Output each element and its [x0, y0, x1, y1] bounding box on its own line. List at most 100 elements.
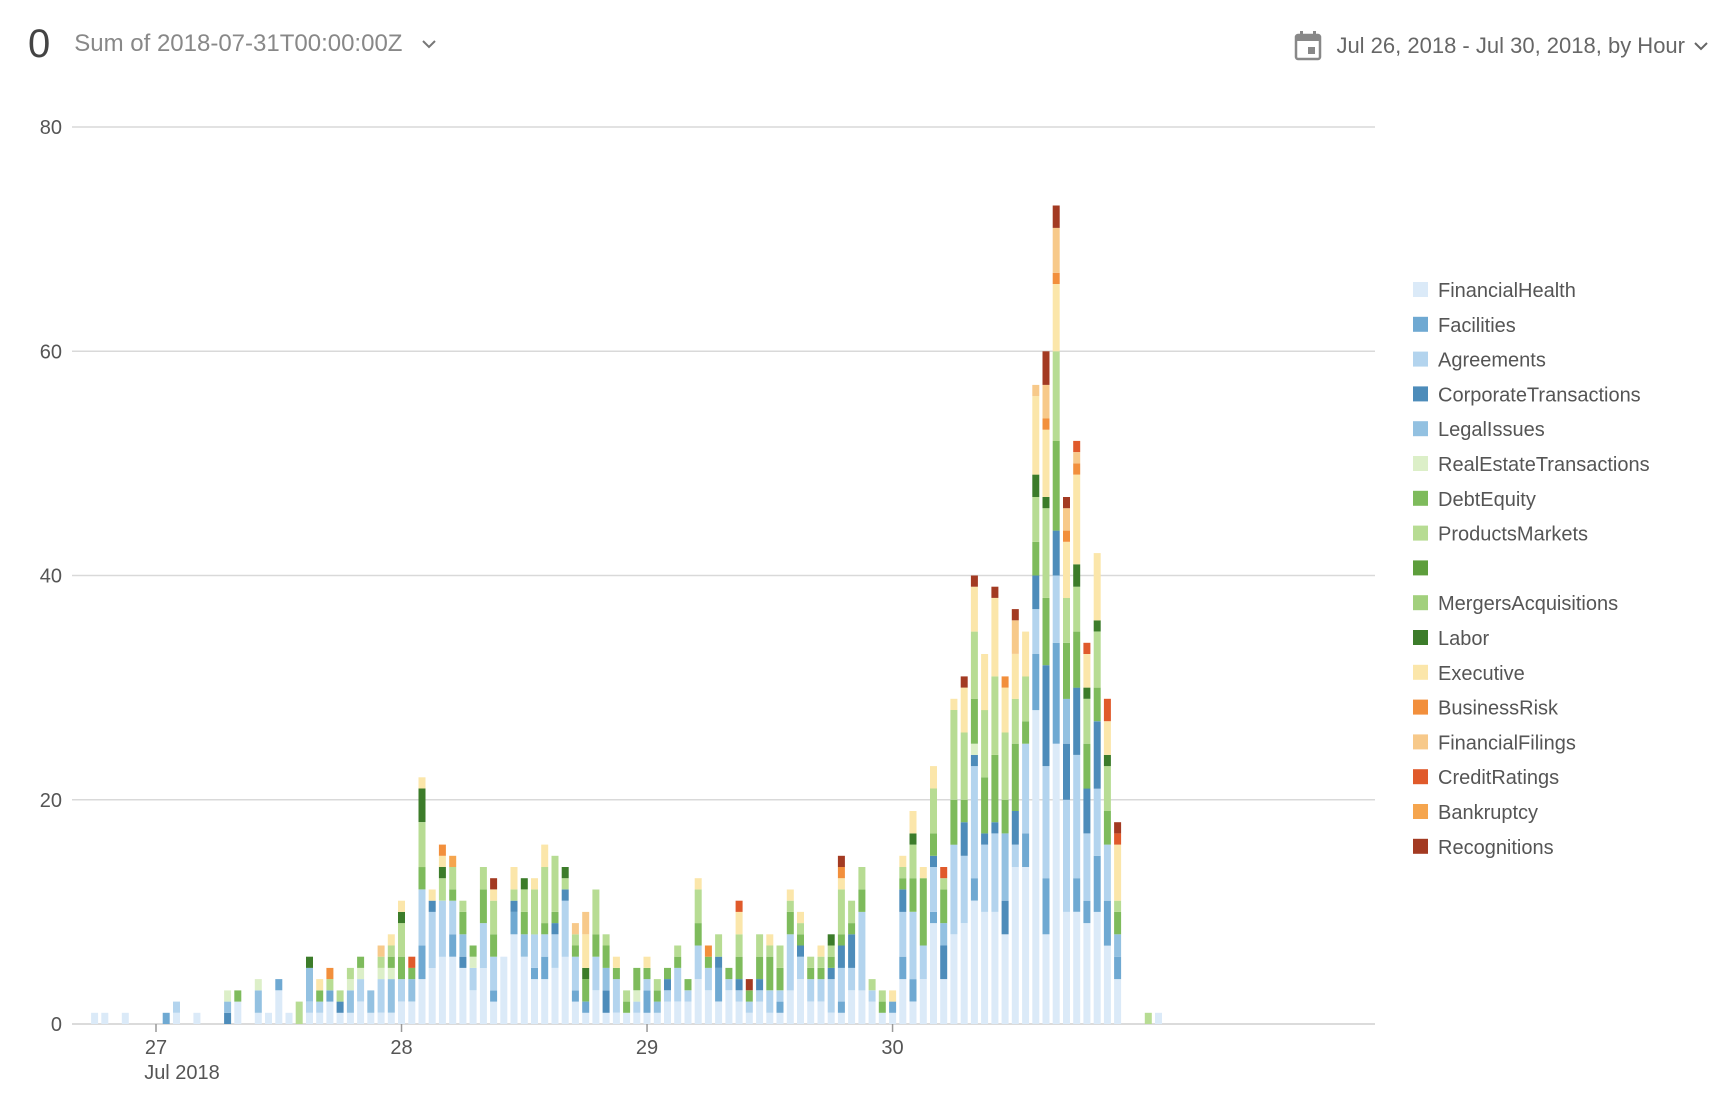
legend-label[interactable]: LegalIssues [1438, 419, 1545, 441]
bar-segment[interactable] [981, 844, 989, 912]
bar-segment[interactable] [408, 1001, 416, 1024]
bar-segment[interactable] [653, 990, 661, 1002]
bar-segment[interactable] [449, 900, 457, 935]
bar-segment[interactable] [510, 911, 518, 935]
bar-segment[interactable] [919, 979, 927, 1024]
bar-segment[interactable] [418, 822, 426, 868]
bar-segment[interactable] [438, 956, 446, 1024]
metric-selector-label[interactable]: Sum of 2018-07-31T00:00:00Z [74, 30, 403, 57]
bar-segment[interactable] [766, 1012, 774, 1024]
bar-segment[interactable] [930, 788, 937, 834]
bar-segment[interactable] [418, 788, 426, 823]
bar-segment[interactable] [377, 967, 385, 980]
bar-segment[interactable] [326, 1001, 334, 1024]
bar-segment[interactable] [459, 900, 467, 912]
bar-segment[interactable] [1052, 227, 1060, 273]
bar-segment[interactable] [1073, 687, 1081, 755]
bar-segment[interactable] [950, 934, 958, 1024]
bar-segment[interactable] [490, 878, 498, 890]
bar-segment[interactable] [398, 956, 405, 980]
legend-swatch[interactable] [1413, 734, 1428, 750]
bar-segment[interactable] [827, 945, 835, 957]
bar-segment[interactable] [899, 855, 907, 867]
legend-label[interactable]: Agreements [1438, 350, 1546, 372]
bar-segment[interactable] [981, 710, 989, 778]
bar-segment[interactable] [1073, 586, 1081, 632]
bar-segment[interactable] [930, 855, 937, 867]
bar-segment[interactable] [541, 934, 549, 957]
bar-segment[interactable] [1073, 440, 1081, 453]
calendar-icon[interactable] [1294, 31, 1322, 61]
bar-segment[interactable] [1114, 900, 1122, 912]
bar-segment[interactable] [1032, 654, 1040, 711]
bar-segment[interactable] [428, 967, 436, 1024]
bar-segment[interactable] [776, 990, 784, 1002]
bar-segment[interactable] [1032, 396, 1040, 475]
bar-segment[interactable] [571, 945, 579, 957]
bar-segment[interactable] [418, 945, 426, 980]
bar-segment[interactable] [766, 956, 774, 991]
bar-segment[interactable] [428, 911, 436, 968]
bar-segment[interactable] [346, 1012, 354, 1024]
bar-segment[interactable] [950, 799, 958, 845]
bar-segment[interactable] [234, 1001, 242, 1024]
bar-segment[interactable] [336, 1012, 344, 1024]
bar-segment[interactable] [827, 1012, 835, 1024]
bar-segment[interactable] [1042, 429, 1050, 497]
bar-segment[interactable] [1063, 508, 1070, 531]
bar-segment[interactable] [664, 967, 671, 980]
bar-segment[interactable] [1032, 710, 1040, 1024]
legend-swatch[interactable] [1413, 282, 1428, 297]
bar-segment[interactable] [991, 833, 999, 912]
bar-segment[interactable] [837, 934, 845, 946]
bar-segment[interactable] [357, 1001, 365, 1024]
bar-segment[interactable] [674, 945, 682, 957]
bar-segment[interactable] [346, 979, 354, 991]
bar-segment[interactable] [490, 900, 498, 935]
bar-segment[interactable] [735, 900, 743, 912]
bar-segment[interactable] [694, 878, 702, 890]
bar-segment[interactable] [909, 1001, 917, 1024]
bar-segment[interactable] [541, 867, 549, 924]
bar-segment[interactable] [449, 867, 457, 890]
bar-segment[interactable] [960, 855, 968, 924]
bar-segment[interactable] [582, 1012, 590, 1024]
bar-segment[interactable] [653, 1001, 661, 1013]
bar-segment[interactable] [868, 979, 876, 991]
bar-segment[interactable] [561, 889, 569, 901]
bar-segment[interactable] [224, 990, 232, 1002]
bar-segment[interactable] [837, 945, 845, 968]
bar-segment[interactable] [766, 945, 774, 957]
bar-segment[interactable] [1073, 631, 1081, 688]
legend-label[interactable]: CorporateTransactions [1438, 384, 1641, 406]
bar-segment[interactable] [858, 911, 866, 991]
bar-segment[interactable] [868, 990, 876, 1002]
bar-segment[interactable] [531, 878, 538, 890]
bar-segment[interactable] [797, 934, 804, 946]
bar-segment[interactable] [1052, 440, 1060, 531]
bar-segment[interactable] [1093, 855, 1101, 912]
bar-segment[interactable] [797, 979, 804, 1024]
bar-segment[interactable] [387, 979, 395, 1013]
bar-segment[interactable] [970, 754, 978, 767]
bar-segment[interactable] [745, 979, 753, 991]
bar-segment[interactable] [254, 990, 262, 1013]
bar-segment[interactable] [541, 979, 549, 1024]
bar-segment[interactable] [1073, 911, 1081, 1024]
bar-segment[interactable] [1083, 923, 1091, 1024]
bar-segment[interactable] [592, 990, 600, 1024]
bar-segment[interactable] [899, 889, 907, 912]
bar-segment[interactable] [234, 990, 242, 1002]
bar-segment[interactable] [1073, 754, 1081, 879]
bar-segment[interactable] [602, 1012, 610, 1024]
bar-segment[interactable] [930, 923, 937, 1024]
bar-segment[interactable] [1083, 743, 1091, 789]
bar-segment[interactable] [909, 844, 917, 879]
bar-segment[interactable] [520, 878, 528, 890]
bar-segment[interactable] [756, 956, 764, 980]
bar-segment[interactable] [602, 945, 610, 968]
bar-segment[interactable] [1114, 833, 1122, 845]
bar-segment[interactable] [909, 979, 917, 1002]
bar-segment[interactable] [899, 956, 907, 980]
bar-segment[interactable] [1011, 811, 1019, 845]
